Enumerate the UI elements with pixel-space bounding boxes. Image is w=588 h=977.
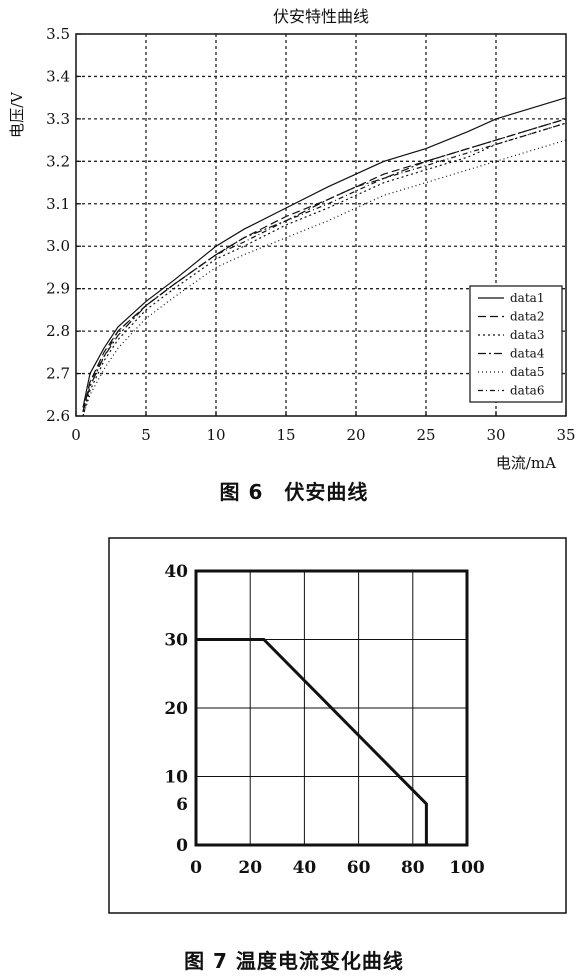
x-tick-label: 20: [346, 426, 365, 444]
temperature-current-chart: 0 20 40 60 80 100 0 6 10 20 30 40: [108, 537, 567, 914]
series-line-data6: [82, 122, 567, 412]
series-line-data1: [82, 97, 567, 408]
y-tick-label: 2.6: [46, 407, 70, 425]
x-tick-label: 5: [141, 426, 151, 444]
y-tick-label: 2.7: [46, 365, 70, 383]
y-tick-label: 2.8: [46, 322, 70, 340]
x-tick-label: 20: [238, 858, 262, 878]
legend-entry: data3: [510, 328, 544, 342]
y-tick-label: 20: [164, 699, 188, 719]
figure-frame: [108, 537, 567, 914]
y-axis-label: 电压/V: [8, 91, 26, 138]
legend-box: [469, 285, 563, 403]
y-tick-label: 3.2: [46, 152, 70, 170]
x-axis-label: 电流/mA: [496, 454, 556, 470]
y-tick-label: 40: [164, 562, 188, 582]
figure-6-caption: 图 6 伏安曲线: [219, 480, 369, 504]
x-tick-label: 10: [206, 426, 225, 444]
series-line-data3: [82, 122, 567, 417]
figure-7-caption: 图 7 温度电流变化曲线: [184, 949, 404, 973]
legend-entry: data5: [510, 365, 544, 379]
iv-curve-chart: 伏安特性曲线 0 5 10 15 20 25 30 35 2.6 2.7 2.8 2.9 3.0 3.1 3.…: [8, 7, 576, 470]
x-tick-label: 100: [449, 858, 485, 878]
legend-entry: data2: [510, 310, 544, 324]
y-tick-label: 3.3: [46, 110, 70, 128]
x-tick-label: 80: [401, 858, 425, 878]
x-tick-label: 60: [347, 858, 371, 878]
x-tick-label: 0: [71, 426, 81, 444]
plot-frame: [75, 33, 567, 417]
plot-frame: [194, 569, 469, 847]
legend-entry: data6: [510, 384, 544, 398]
x-tick-label: 40: [293, 858, 317, 878]
x-tick-label: 30: [486, 426, 505, 444]
chart-title: 伏安特性曲线: [273, 7, 369, 26]
x-tick-label: 15: [276, 426, 295, 444]
series-line-data5: [82, 139, 567, 417]
y-tick-label: 6: [176, 795, 188, 815]
y-tick-label: 0: [176, 836, 188, 856]
y-tick-label: 2.9: [46, 280, 70, 298]
derating-line: [196, 638, 428, 845]
legend-entry: data4: [510, 347, 545, 361]
x-tick-label: 0: [190, 858, 202, 878]
y-tick-label: 10: [164, 768, 188, 788]
y-tick-label: 3.5: [46, 25, 70, 43]
legend-entry: data1: [510, 291, 544, 305]
y-tick-label: 3.0: [46, 237, 70, 255]
y-tick-label: 3.4: [46, 67, 70, 85]
x-tick-label: 35: [556, 426, 575, 444]
y-tick-label: 3.1: [46, 195, 70, 213]
x-tick-label: 25: [416, 426, 435, 444]
y-tick-label: 30: [164, 631, 188, 651]
